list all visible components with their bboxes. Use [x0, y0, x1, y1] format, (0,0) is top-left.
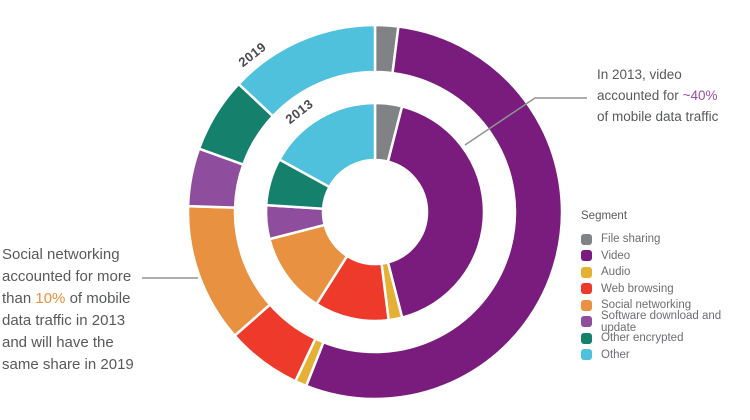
legend-item-social-networking: Social networking [581, 297, 750, 314]
legend-label: Social networking [601, 299, 692, 312]
legend-item-video: Video [581, 248, 750, 265]
legend-label: Other [601, 348, 630, 361]
legend-item-other: Other [581, 347, 750, 364]
legend-label: Web browsing [601, 282, 674, 295]
segment-2013-video [386, 104, 486, 320]
legend-item-web-browsing: Web browsing [581, 281, 750, 298]
legend-item-other-encrypted: Other encrypted [581, 330, 750, 347]
legend-item-software-download: Software download and update [581, 310, 750, 334]
annotation-social: Social networking accounted for more than … [2, 246, 134, 373]
legend-label: Video [601, 249, 631, 262]
legend-swatch-icon [581, 233, 592, 245]
legend-label: Other encrypted [601, 332, 684, 345]
segment-2019-social-networking [186, 204, 272, 338]
segment-2013-other [277, 101, 377, 189]
legend-swatch-icon [581, 316, 592, 328]
legend-title: Segment [581, 210, 628, 222]
legend-item-audio: Audio [581, 264, 750, 281]
leader-line-video [464, 97, 587, 146]
legend: Segment File sharing Video Audio Web bro… [581, 210, 750, 363]
legend-label: File sharing [601, 233, 661, 246]
legend-swatch-icon [581, 299, 592, 311]
legend-label: Software download and update [601, 309, 722, 334]
legend-item-file-sharing: File sharing [581, 231, 750, 248]
legend-swatch-icon [581, 283, 592, 295]
donut-segments [186, 23, 564, 401]
segment-2019-video [304, 25, 564, 401]
legend-swatch-icon [581, 332, 592, 344]
legend-swatch-icon [581, 266, 592, 278]
annotation-video: In 2013, video accounted for ~40% of mobil… [597, 67, 719, 124]
legend-swatch-icon [581, 250, 592, 262]
legend-label: Audio [601, 266, 631, 279]
legend-swatch-icon [581, 349, 592, 361]
segment-2019-other [236, 23, 377, 118]
